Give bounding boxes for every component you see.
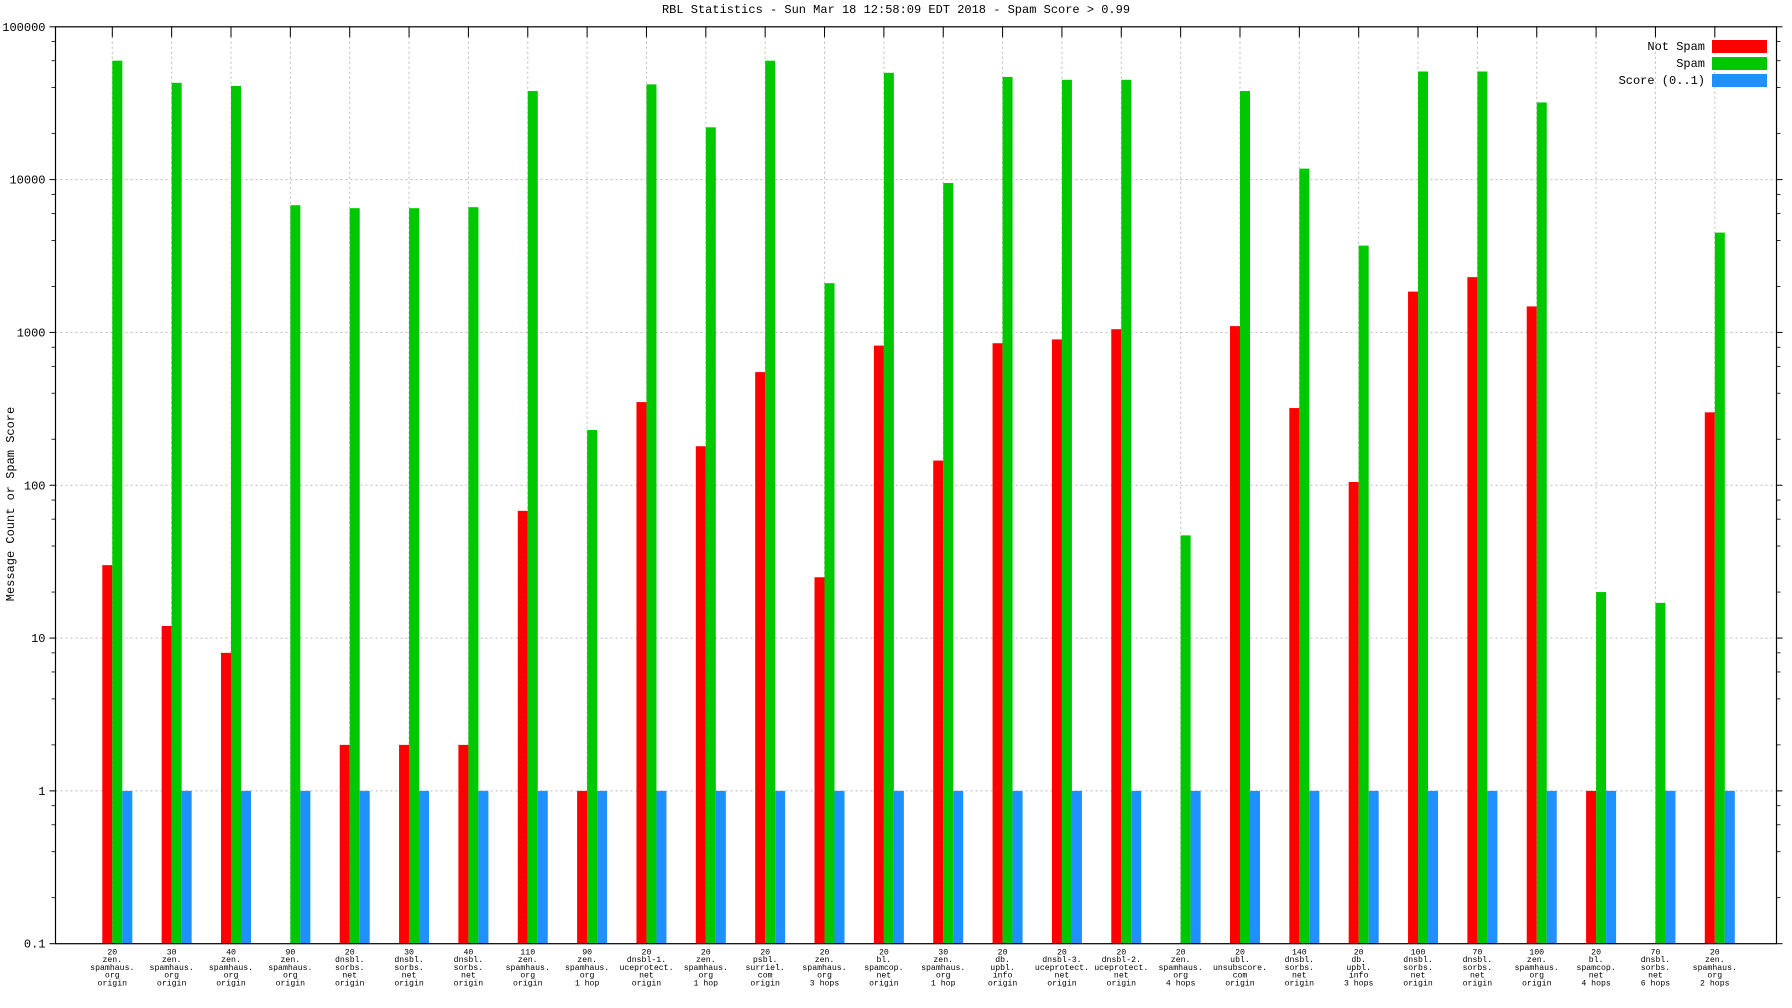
svg-text:Score (0..1): Score (0..1) [1619, 74, 1705, 88]
svg-text:Not Spam: Not Spam [1647, 40, 1705, 54]
svg-text:origin: origin [1463, 978, 1493, 988]
svg-text:1000: 1000 [17, 326, 46, 340]
svg-text:10: 10 [31, 632, 45, 646]
svg-text:1 hop: 1 hop [575, 978, 600, 988]
svg-text:100000: 100000 [2, 21, 45, 35]
svg-text:6 hops: 6 hops [1641, 978, 1671, 988]
svg-text:0.1: 0.1 [24, 938, 46, 952]
svg-text:3 hops: 3 hops [810, 978, 840, 988]
svg-text:origin: origin [1522, 978, 1552, 988]
svg-text:100: 100 [24, 479, 46, 493]
svg-text:origin: origin [335, 978, 365, 988]
svg-text:origin: origin [1107, 978, 1137, 988]
svg-text:origin: origin [216, 978, 246, 988]
svg-text:origin: origin [98, 978, 128, 988]
svg-text:origin: origin [1047, 978, 1077, 988]
svg-text:4 hops: 4 hops [1581, 978, 1611, 988]
svg-text:origin: origin [157, 978, 187, 988]
svg-text:origin: origin [869, 978, 899, 988]
svg-text:origin: origin [1225, 978, 1255, 988]
svg-text:origin: origin [750, 978, 780, 988]
svg-text:origin: origin [632, 978, 662, 988]
svg-text:3 hops: 3 hops [1344, 978, 1374, 988]
svg-text:4 hops: 4 hops [1166, 978, 1196, 988]
svg-text:10000: 10000 [9, 174, 45, 188]
svg-text:origin: origin [1403, 978, 1433, 988]
svg-text:1 hop: 1 hop [931, 978, 956, 988]
svg-text:2 hops: 2 hops [1700, 978, 1730, 988]
svg-text:origin: origin [513, 978, 543, 988]
svg-text:origin: origin [454, 978, 484, 988]
svg-text:Spam: Spam [1676, 57, 1705, 71]
svg-text:RBL Statistics - Sun Mar 18 12: RBL Statistics - Sun Mar 18 12:58:09 EDT… [662, 3, 1130, 17]
svg-text:origin: origin [276, 978, 306, 988]
svg-text:1 hop: 1 hop [694, 978, 719, 988]
svg-text:origin: origin [394, 978, 424, 988]
svg-text:origin: origin [988, 978, 1018, 988]
svg-text:origin: origin [1285, 978, 1315, 988]
svg-text:Message Count or Spam Score: Message Count or Spam Score [4, 407, 18, 601]
svg-text:1: 1 [38, 785, 45, 799]
